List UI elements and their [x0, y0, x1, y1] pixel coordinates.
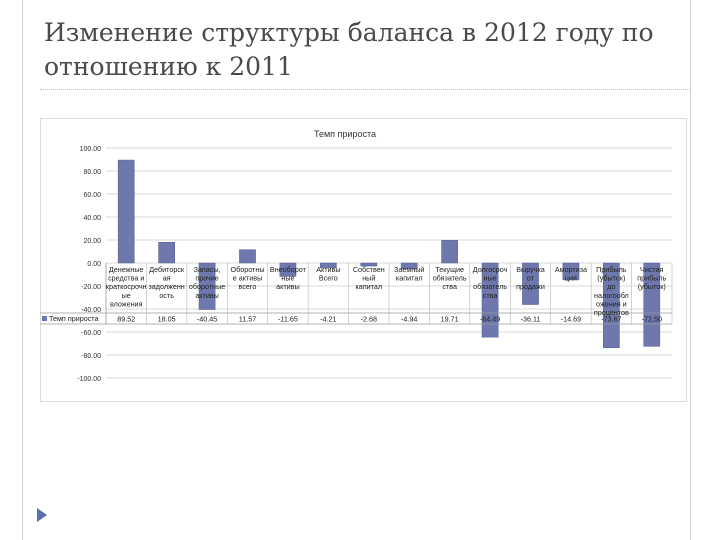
data-label: 18.05 [158, 315, 176, 324]
category-label: Выручка от продажи [516, 265, 545, 291]
legend-series-name: Темп прироста [49, 314, 99, 323]
category-label: Оборотны е активы всего [231, 265, 265, 291]
y-tick-label: 40.00 [83, 215, 101, 222]
chart-title: Темп прироста [314, 129, 376, 139]
slide-nav-arrow-icon [37, 508, 47, 522]
bar [400, 262, 418, 269]
data-label: 11.57 [239, 315, 256, 324]
data-label: -2.68 [361, 315, 377, 324]
y-tick-label: 80.00 [83, 169, 101, 176]
y-tick-label: 20.00 [83, 238, 101, 245]
y-tick-label: -40.00 [81, 307, 101, 314]
title-divider [40, 89, 690, 90]
bars [117, 159, 661, 348]
data-label: -14.69 [561, 315, 581, 324]
slide-left-rule [22, 0, 23, 540]
y-tick-label: -80.00 [81, 353, 101, 360]
data-label: -11.65 [278, 315, 298, 324]
bar [643, 262, 661, 347]
bar [603, 262, 620, 348]
category-label: Текущие обязатель ства [433, 265, 467, 291]
bar [441, 240, 458, 264]
y-tick-label: 100.00 [80, 146, 102, 153]
category-label: Чистая прибыль (убыток) [637, 265, 666, 291]
bar [562, 262, 580, 281]
y-tick-label: 0.00 [87, 261, 101, 268]
bar [360, 262, 378, 267]
data-label: -36.11 [521, 315, 541, 324]
category-label: Прибыль (убыток) до налогообл ожения и процен… [594, 265, 629, 317]
slide-title: Изменение структуры баланса в 2012 году … [44, 18, 654, 81]
data-table: Денежные средства и краткосрочн ые вложенияД… [40, 263, 673, 325]
y-tick-label: 60.00 [83, 192, 101, 199]
category-label: Запасы, прочие оборотные активы [189, 265, 225, 300]
bar [239, 249, 256, 264]
y-axis-tick-labels: 100.00 80.00 60.00 40.00 20.00 0.00 -20.00 -40.… [77, 146, 101, 383]
category-label: Внеоборот ные активы [270, 265, 307, 291]
bar [320, 262, 337, 269]
bar [117, 159, 135, 264]
category-label: Собствен ный капитал [353, 265, 385, 291]
data-label: 19.71 [441, 315, 459, 324]
bar [279, 262, 297, 277]
bar [198, 262, 216, 310]
category-label: Заемный капитал [394, 265, 424, 283]
data-label: -4.94 [401, 315, 417, 324]
category-label: Денежные средства и краткосрочн ые вложения [106, 265, 147, 308]
category-label: Активы Всего [316, 265, 340, 283]
y-tick-label: -100.00 [77, 376, 101, 383]
category-label: Дебиторск ая задолженн ость [149, 265, 185, 300]
category-label: Долгосроч ные обязатель ства [473, 265, 508, 300]
data-label: -64.49 [480, 315, 500, 324]
y-tick-label: -20.00 [81, 284, 101, 291]
data-label: -72.50 [642, 315, 662, 324]
bar [481, 262, 499, 338]
data-label: -4.21 [320, 315, 336, 324]
y-tick-label: -60.00 [81, 330, 101, 337]
legend-swatch [42, 316, 47, 321]
data-label: 89.52 [117, 315, 135, 324]
data-label: -73.67 [601, 315, 621, 324]
data-label: -40.45 [197, 315, 217, 324]
slide-right-rule [690, 0, 691, 540]
bar [158, 241, 175, 264]
bar [522, 262, 539, 305]
category-label: Амортиза ция [555, 265, 587, 283]
